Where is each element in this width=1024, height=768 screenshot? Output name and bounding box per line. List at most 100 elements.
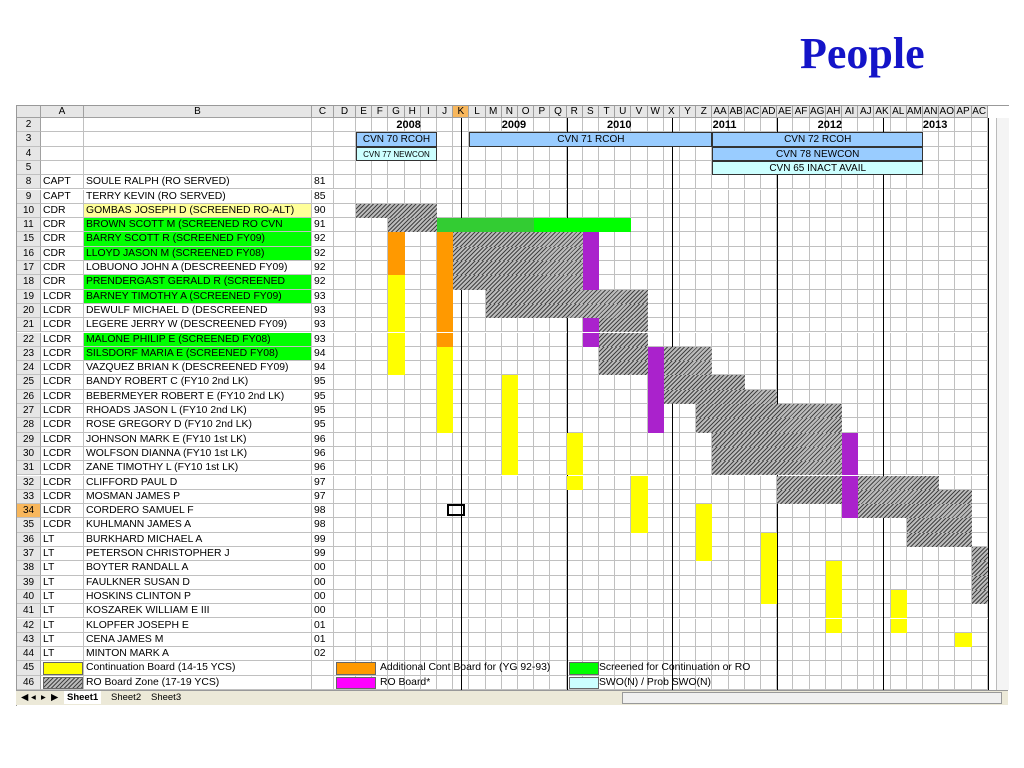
grid-cell[interactable] <box>647 461 664 476</box>
grid-cell[interactable] <box>334 160 356 176</box>
grid-cell[interactable] <box>696 303 713 319</box>
grid-cell[interactable] <box>939 575 956 590</box>
grid-cell[interactable] <box>842 303 859 319</box>
grid-cell[interactable] <box>469 661 486 676</box>
grid-cell[interactable] <box>599 203 616 219</box>
grid-cell[interactable] <box>939 404 956 419</box>
grid-cell[interactable] <box>534 332 551 347</box>
grid-cell[interactable] <box>404 547 421 562</box>
grid-cell[interactable]: 96 <box>312 461 334 476</box>
column-header[interactable]: Q <box>550 106 567 118</box>
grid-cell[interactable] <box>420 389 437 404</box>
grid-cell[interactable] <box>420 647 437 662</box>
grid-cell[interactable] <box>518 346 535 362</box>
grid-cell[interactable] <box>906 461 923 476</box>
grid-cell[interactable] <box>858 561 875 576</box>
grid-cell[interactable] <box>550 346 567 362</box>
grid-cell[interactable] <box>728 489 745 505</box>
grid-cell[interactable] <box>372 475 389 490</box>
grid-cell[interactable] <box>566 618 583 633</box>
grid-cell[interactable] <box>550 547 567 562</box>
grid-cell[interactable] <box>680 332 697 347</box>
grid-cell[interactable] <box>777 175 794 190</box>
grid-cell[interactable] <box>744 189 761 204</box>
grid-cell[interactable] <box>696 175 713 190</box>
grid-cell[interactable] <box>971 389 988 404</box>
grid-cell[interactable]: 98 <box>312 518 334 533</box>
grid-cell[interactable] <box>971 203 988 219</box>
grid-cell[interactable] <box>518 647 535 662</box>
grid-cell[interactable] <box>955 289 972 304</box>
grid-cell[interactable] <box>388 661 405 676</box>
grid-cell[interactable]: SOULE RALPH (RO SERVED) <box>84 175 312 190</box>
grid-cell[interactable] <box>906 589 923 605</box>
grid-cell[interactable] <box>485 418 502 433</box>
grid-cell[interactable] <box>84 661 312 676</box>
grid-cell[interactable] <box>712 318 729 333</box>
grid-cell[interactable] <box>437 661 454 676</box>
grid-cell[interactable] <box>599 246 616 261</box>
grid-cell[interactable] <box>939 661 956 676</box>
grid-cell[interactable] <box>825 375 842 390</box>
grid-cell[interactable] <box>582 375 599 390</box>
grid-cell[interactable]: BEBERMEYER ROBERT E (FY10 2nd LK) <box>84 389 312 404</box>
grid-cell[interactable] <box>550 160 567 176</box>
grid-cell[interactable] <box>777 547 794 562</box>
grid-cell[interactable] <box>906 575 923 590</box>
grid-cell[interactable] <box>469 203 486 219</box>
grid-cell[interactable] <box>437 446 454 462</box>
grid-cell[interactable] <box>566 160 583 176</box>
grid-cell[interactable] <box>550 461 567 476</box>
grid-cell[interactable]: LCDR <box>41 375 84 390</box>
grid-cell[interactable] <box>712 346 729 362</box>
grid-cell[interactable] <box>923 446 940 462</box>
row-header[interactable]: 44 <box>17 647 41 662</box>
grid-cell[interactable] <box>550 475 567 490</box>
grid-cell[interactable] <box>777 575 794 590</box>
grid-cell[interactable] <box>955 475 972 490</box>
grid-cell[interactable] <box>955 175 972 190</box>
grid-cell[interactable] <box>971 289 988 304</box>
grid-cell[interactable]: LT <box>41 632 84 648</box>
grid-cell[interactable] <box>906 346 923 362</box>
grid-cell[interactable] <box>615 589 632 605</box>
grid-cell[interactable]: LCDR <box>41 318 84 333</box>
grid-cell[interactable] <box>971 532 988 547</box>
grid-cell[interactable] <box>890 575 907 590</box>
grid-cell[interactable] <box>388 489 405 505</box>
grid-cell[interactable] <box>550 432 567 447</box>
grid-cell[interactable] <box>793 303 810 319</box>
grid-cell[interactable]: 00 <box>312 604 334 619</box>
grid-cell[interactable] <box>874 389 891 404</box>
grid-cell[interactable]: LT <box>41 532 84 547</box>
grid-cell[interactable] <box>372 303 389 319</box>
grid-cell[interactable] <box>842 618 859 633</box>
grid-cell[interactable] <box>874 346 891 362</box>
grid-cell[interactable] <box>453 632 470 648</box>
grid-cell[interactable] <box>647 218 664 233</box>
grid-cell[interactable] <box>518 561 535 576</box>
grid-cell[interactable] <box>939 547 956 562</box>
grid-cell[interactable] <box>631 418 648 433</box>
row-header[interactable]: 34 <box>17 504 41 519</box>
grid-cell[interactable] <box>534 675 551 690</box>
grid-cell[interactable] <box>420 418 437 433</box>
grid-cell[interactable] <box>874 332 891 347</box>
grid-cell[interactable] <box>777 361 794 376</box>
grid-cell[interactable] <box>680 504 697 519</box>
grid-cell[interactable] <box>582 632 599 648</box>
grid-cell[interactable] <box>939 218 956 233</box>
grid-cell[interactable] <box>566 332 583 347</box>
grid-cell[interactable] <box>469 575 486 590</box>
grid-cell[interactable] <box>712 261 729 276</box>
grid-cell[interactable] <box>761 303 778 319</box>
grid-cell[interactable] <box>420 475 437 490</box>
grid-cell[interactable] <box>388 189 405 204</box>
grid-cell[interactable] <box>939 375 956 390</box>
grid-cell[interactable] <box>890 346 907 362</box>
grid-cell[interactable] <box>874 589 891 605</box>
grid-cell[interactable] <box>809 675 826 690</box>
grid-cell[interactable] <box>501 118 518 133</box>
row-header[interactable]: 17 <box>17 261 41 276</box>
grid-cell[interactable] <box>793 203 810 219</box>
